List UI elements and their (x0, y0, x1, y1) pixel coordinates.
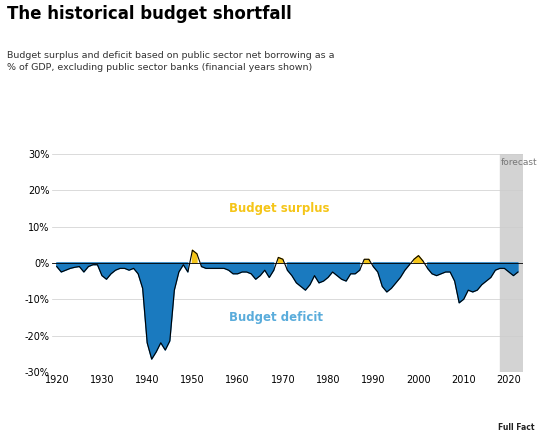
Text: Full Fact: Full Fact (498, 422, 534, 432)
Text: Source:: Source: (7, 411, 46, 421)
Text: Office for Budget Responsibility, "Public finances databank", March 2018: Office for Budget Responsibility, "Publi… (53, 411, 383, 421)
Text: Budget deficit: Budget deficit (229, 311, 323, 324)
Bar (500, 154, 522, 372)
Text: Budget surplus: Budget surplus (229, 202, 329, 215)
Text: The historical budget shortfall: The historical budget shortfall (7, 5, 292, 23)
Text: Budget surplus and deficit based on public sector net borrowing as a
% of GDP, e: Budget surplus and deficit based on publ… (7, 51, 334, 72)
Polygon shape (470, 394, 550, 440)
Text: forecast: forecast (501, 158, 538, 167)
